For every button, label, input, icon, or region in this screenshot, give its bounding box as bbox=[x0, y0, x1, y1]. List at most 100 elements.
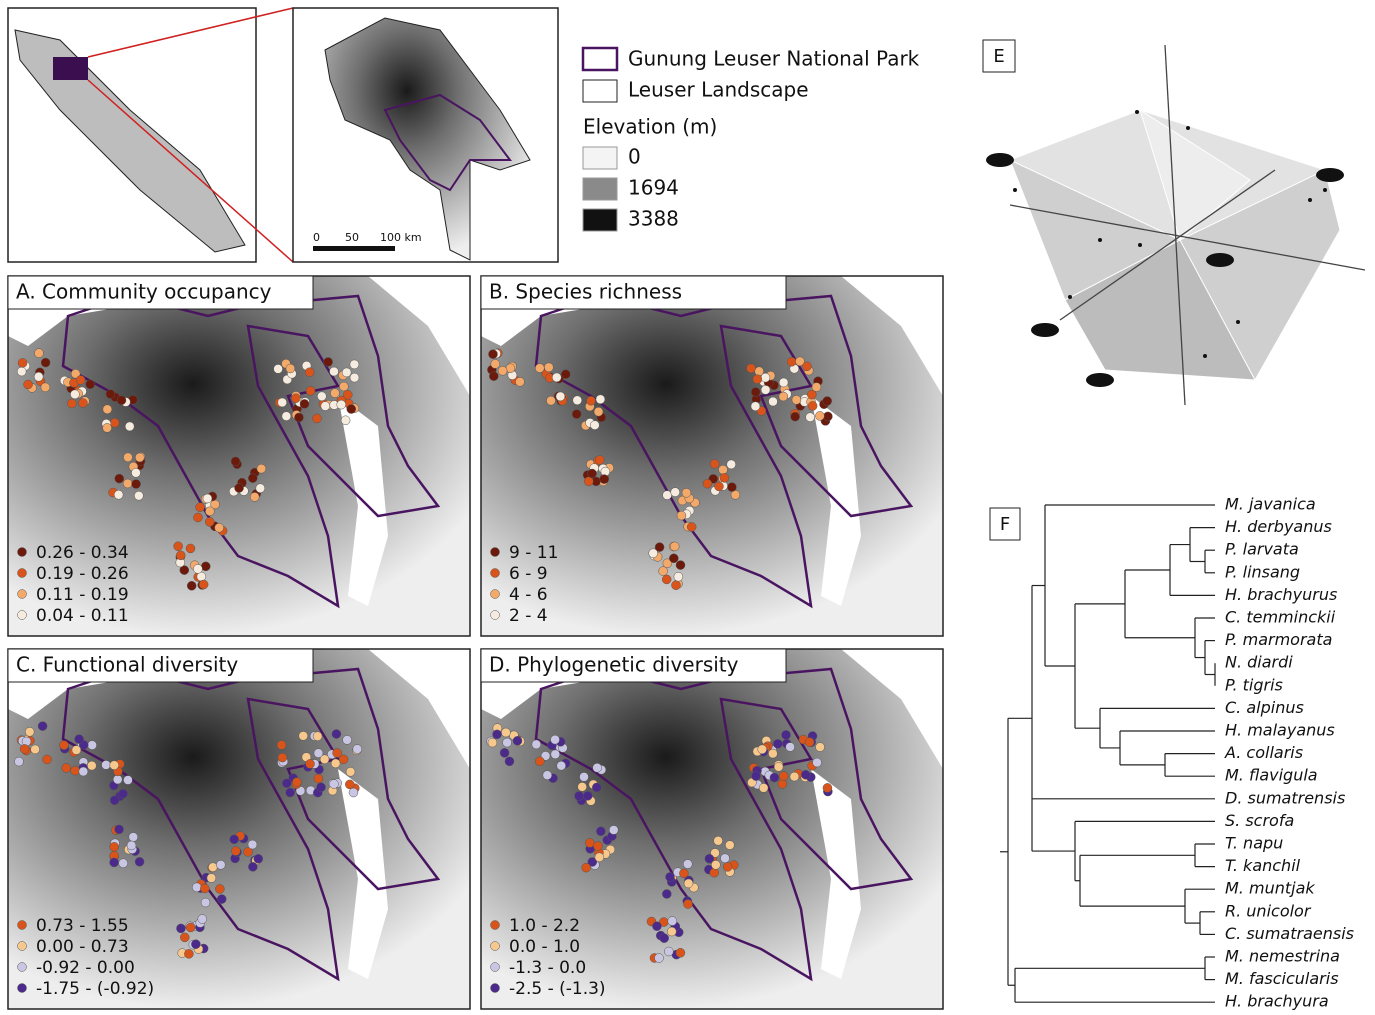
site-point bbox=[778, 779, 787, 788]
site-point bbox=[115, 474, 124, 483]
site-point bbox=[677, 511, 686, 520]
site-point bbox=[500, 748, 509, 757]
site-point bbox=[593, 842, 602, 851]
site-point bbox=[725, 841, 734, 850]
site-point bbox=[343, 735, 352, 744]
site-point bbox=[652, 922, 661, 931]
site-point bbox=[102, 760, 111, 769]
site-point bbox=[34, 372, 43, 381]
site-point bbox=[498, 366, 507, 375]
site-point bbox=[546, 396, 555, 405]
site-point bbox=[594, 407, 603, 416]
site-point bbox=[192, 883, 201, 892]
site-point bbox=[294, 413, 303, 422]
site-point bbox=[503, 738, 512, 747]
legend-label: 2 - 4 bbox=[509, 606, 548, 626]
site-point bbox=[596, 827, 605, 836]
site-point bbox=[668, 917, 677, 926]
animal-icon bbox=[986, 153, 1014, 167]
site-point bbox=[18, 358, 27, 367]
site-point bbox=[491, 359, 500, 368]
legend-label: 0.26 - 0.34 bbox=[36, 543, 129, 563]
site-point bbox=[684, 900, 693, 909]
site-point bbox=[248, 862, 257, 871]
site-point bbox=[552, 373, 561, 382]
legend-label: 0.00 - 0.73 bbox=[36, 937, 129, 957]
site-point bbox=[773, 739, 782, 748]
site-point bbox=[248, 840, 257, 849]
site-point bbox=[659, 567, 668, 576]
site-point bbox=[106, 390, 115, 399]
site-point bbox=[132, 480, 141, 489]
site-point bbox=[123, 479, 132, 488]
site-point bbox=[123, 453, 132, 462]
site-point bbox=[572, 410, 581, 419]
site-point bbox=[305, 368, 314, 377]
species-label: N. diardi bbox=[1225, 653, 1293, 672]
site-point bbox=[291, 394, 300, 403]
site-point bbox=[703, 479, 712, 488]
elevation-swatch bbox=[583, 209, 617, 231]
site-point bbox=[727, 460, 736, 469]
site-point bbox=[823, 783, 832, 792]
site-point bbox=[300, 399, 309, 408]
site-point bbox=[710, 868, 719, 877]
site-point bbox=[557, 761, 566, 770]
site-point bbox=[217, 895, 226, 904]
site-point bbox=[759, 783, 768, 792]
site-point bbox=[34, 349, 43, 358]
species-label: C. alpinus bbox=[1225, 698, 1304, 717]
site-point bbox=[807, 390, 816, 399]
site-point bbox=[72, 746, 81, 755]
species-point bbox=[1138, 243, 1142, 247]
site-point bbox=[135, 857, 144, 866]
site-point bbox=[551, 735, 560, 744]
site-point bbox=[342, 368, 351, 377]
site-point bbox=[286, 364, 295, 373]
site-point bbox=[41, 358, 50, 367]
site-point bbox=[203, 494, 212, 503]
legend-label: 0 bbox=[628, 145, 641, 169]
legend-dot bbox=[18, 590, 27, 599]
site-point bbox=[59, 741, 68, 750]
legend-label: 6 - 9 bbox=[509, 564, 548, 584]
legend-label: -0.92 - 0.00 bbox=[36, 958, 135, 978]
species-label: P. marmorata bbox=[1225, 630, 1332, 649]
site-point bbox=[596, 395, 605, 404]
site-point bbox=[808, 401, 817, 410]
site-point bbox=[721, 854, 730, 863]
site-point bbox=[501, 728, 510, 737]
site-point bbox=[110, 858, 119, 867]
elevation-swatch bbox=[583, 178, 617, 200]
species-point bbox=[1135, 110, 1139, 114]
site-point bbox=[231, 457, 240, 466]
site-point bbox=[662, 575, 671, 584]
species-label: M. javanica bbox=[1225, 495, 1316, 514]
site-point bbox=[123, 776, 132, 785]
site-point bbox=[205, 517, 214, 526]
site-point bbox=[127, 841, 136, 850]
species-point bbox=[1068, 295, 1072, 299]
site-point bbox=[200, 884, 209, 893]
site-point bbox=[561, 370, 570, 379]
site-point bbox=[207, 874, 216, 883]
site-point bbox=[588, 469, 597, 478]
species-point bbox=[1236, 320, 1240, 324]
site-point bbox=[660, 934, 669, 943]
site-point bbox=[669, 554, 678, 563]
site-point bbox=[779, 392, 788, 401]
site-point bbox=[317, 392, 326, 401]
species-label: M. muntjak bbox=[1225, 879, 1315, 898]
site-point bbox=[24, 380, 33, 389]
species-label: H. brachyurus bbox=[1225, 585, 1337, 604]
site-point bbox=[582, 863, 591, 872]
site-point bbox=[313, 732, 322, 741]
site-point bbox=[306, 386, 315, 395]
legend-park bbox=[583, 48, 617, 70]
site-point bbox=[769, 397, 778, 406]
site-point bbox=[119, 859, 128, 868]
site-point bbox=[79, 767, 88, 776]
legend-dot bbox=[491, 963, 500, 972]
site-point bbox=[823, 397, 832, 406]
